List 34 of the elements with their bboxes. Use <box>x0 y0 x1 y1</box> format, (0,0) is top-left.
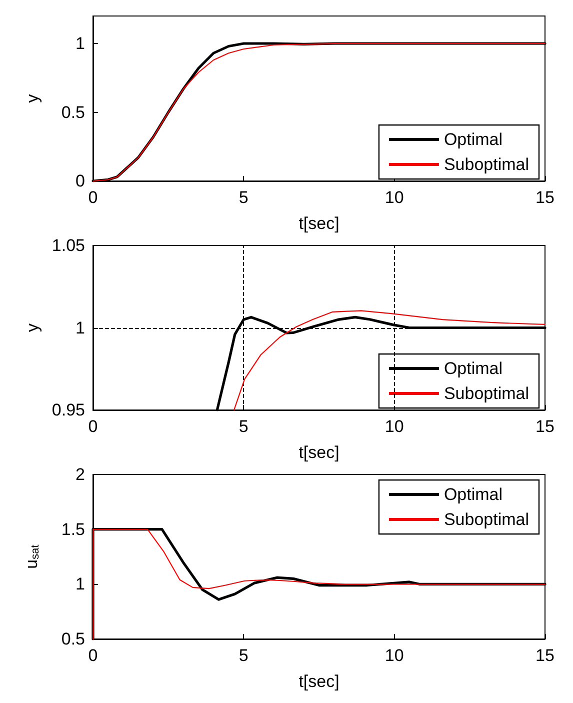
x-tick-label: 0 <box>88 188 98 207</box>
x-tick-label: 5 <box>238 417 248 436</box>
y-tick-label: 1 <box>76 34 85 53</box>
x-tick-label: 15 <box>536 188 554 207</box>
legend-label: Optimal <box>444 359 503 378</box>
y-axis-title: y <box>23 323 42 332</box>
x-tick-label: 10 <box>384 646 404 665</box>
x-tick-label: 10 <box>384 188 404 207</box>
x-tick-label: 15 <box>536 646 554 665</box>
y-tick-label: 1 <box>76 574 85 594</box>
x-tick-label: 0 <box>88 417 98 436</box>
y-tick-label: 1 <box>76 318 85 338</box>
legend-label: Suboptimal <box>444 384 530 403</box>
y-tick-label: 0 <box>76 172 85 190</box>
y-tick-label: 1.5 <box>61 520 85 539</box>
x-tick-label: 0 <box>88 646 98 665</box>
y-axis-title: y <box>23 94 42 103</box>
x-axis-title: t[sec] <box>298 214 340 233</box>
y-tick-label: 2 <box>76 465 85 484</box>
x-tick-label: 15 <box>536 417 554 436</box>
x-axis-title: t[sec] <box>298 672 340 691</box>
y-tick-label: 0.5 <box>61 102 85 122</box>
legend-label: Suboptimal <box>444 155 530 174</box>
y-tick-label: 0.95 <box>52 400 85 420</box>
y-tick-label: 1.05 <box>52 236 85 255</box>
legend-label: Optimal <box>444 130 503 149</box>
x-axis-title: t[sec] <box>298 443 340 462</box>
y-axis-title: usat <box>22 544 42 569</box>
x-tick-label: 10 <box>384 417 404 436</box>
legend-label: Optimal <box>444 485 503 504</box>
x-tick-label: 5 <box>238 188 248 207</box>
y-tick-label: 0.5 <box>61 630 85 648</box>
x-tick-label: 5 <box>238 646 248 665</box>
legend-label: Suboptimal <box>444 510 530 529</box>
